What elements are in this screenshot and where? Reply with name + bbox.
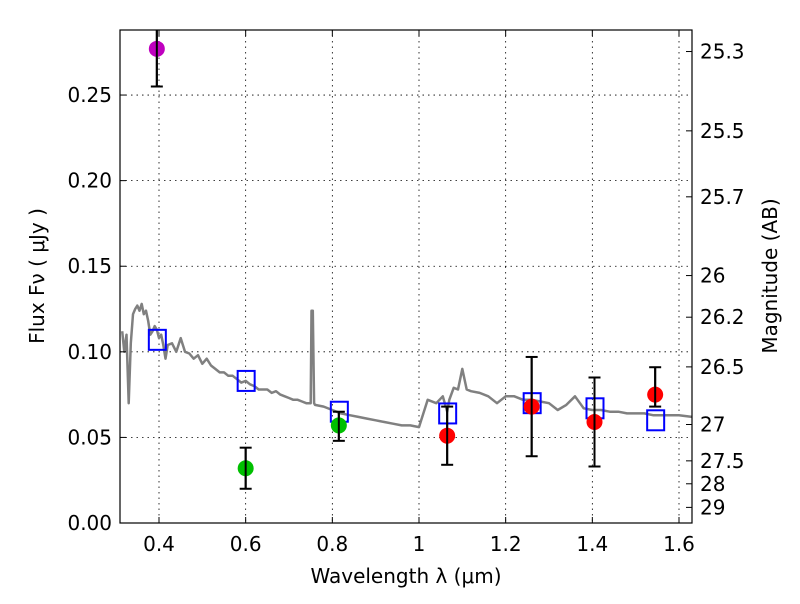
y-tick-label: 0.25 (67, 83, 112, 107)
axis-ticks: 0.4 0.6 0.8 1 1.2 1.4 1.6 0.00 0.05 0.10 0.15 0.20 0… (67, 30, 745, 556)
right-tick-label: 25.3 (700, 40, 745, 64)
right-tick-label: 28 (700, 472, 725, 496)
y-tick-label: 0.00 (67, 511, 112, 535)
model-flux-square (147, 328, 167, 351)
right-tick-label: 26 (700, 264, 725, 288)
right-tick-label: 27.5 (700, 449, 745, 473)
y-tick-label: 0.20 (67, 169, 112, 193)
right-tick-label: 25.5 (700, 119, 745, 143)
x-tick-label: 1 (413, 532, 426, 556)
model-flux-square (646, 409, 666, 432)
right-axis-label: Magnitude (AB) (758, 198, 782, 353)
right-tick-label: 29 (700, 495, 725, 519)
y-axis-label: Flux Fν ( μJy ) (25, 208, 49, 344)
y-tick-label: 0.10 (67, 340, 112, 364)
right-tick-label: 25.7 (700, 185, 745, 209)
x-axis-label: Wavelength λ (μm) (310, 564, 501, 588)
y-tick-label: 0.15 (67, 254, 112, 278)
plot-frame (119, 29, 693, 524)
right-tick-label: 27 (700, 412, 725, 436)
y-tick-label: 0.05 (67, 425, 112, 449)
grid-lines (120, 30, 692, 523)
x-tick-label: 0.6 (230, 532, 262, 556)
x-tick-label: 1.2 (490, 532, 522, 556)
x-tick-label: 1.4 (576, 532, 608, 556)
right-tick-label: 26.2 (700, 305, 745, 329)
x-tick-label: 0.4 (143, 532, 175, 556)
plot-marks (120, 30, 692, 490)
x-tick-label: 1.6 (663, 532, 695, 556)
right-tick-label: 26.5 (700, 355, 745, 379)
x-tick-label: 0.8 (316, 532, 348, 556)
model-flux-square (236, 369, 256, 392)
